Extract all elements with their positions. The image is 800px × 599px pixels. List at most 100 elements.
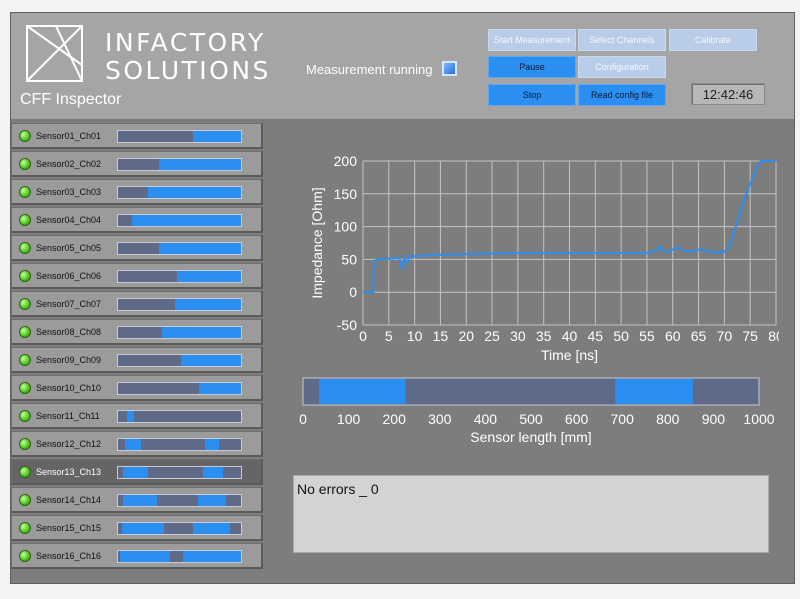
y-tick-label: 100	[334, 219, 358, 235]
start-measurement-button[interactable]: Start Measurement	[488, 29, 576, 51]
sensor-coverage-segment	[158, 159, 241, 170]
status-led-icon	[19, 438, 31, 450]
pause-button[interactable]: Pause	[488, 56, 576, 78]
sensor-row[interactable]: Sensor01_Ch01	[11, 123, 263, 149]
sensor-row[interactable]: Sensor16_Ch16	[11, 543, 263, 569]
error-message-box: No errors _ 0	[293, 475, 769, 553]
brand-name: INFACTORY SOLUTIONS	[105, 29, 271, 85]
sensor-row[interactable]: Sensor09_Ch09	[11, 347, 263, 373]
sensor-label: Sensor07_Ch07	[36, 299, 102, 309]
sensor-label: Sensor08_Ch08	[36, 327, 102, 337]
sensor-label: Sensor16_Ch16	[36, 551, 102, 561]
sensor-length-chart: 0 100 200 300 400 500 600 700 800 900 1000 Sensor l…	[299, 377, 775, 445]
brand-line-2: SOLUTIONS	[105, 56, 271, 85]
sensor-row[interactable]: Sensor02_Ch02	[11, 151, 263, 177]
sensor-row[interactable]: Sensor03_Ch03	[11, 179, 263, 205]
sensor-coverage-segment	[180, 355, 241, 366]
sensor-row[interactable]: Sensor14_Ch14	[11, 487, 263, 513]
sensor-row[interactable]: Sensor07_Ch07	[11, 291, 263, 317]
sensor-coverage-segment	[122, 495, 158, 506]
sensor-row[interactable]: Sensor11_Ch11	[11, 403, 263, 429]
sensor-coverage-bar	[117, 382, 242, 395]
impedance-chart: 05101520253035404550556065707580-5005010…	[309, 153, 779, 363]
clock-display: 12:42:46	[691, 83, 765, 105]
x-axis-label: Time [ns]	[541, 347, 598, 363]
sensor-label: Sensor01_Ch01	[36, 131, 102, 141]
x-tick-label: 40	[562, 328, 578, 344]
sensor-coverage-segment	[122, 467, 148, 478]
length-tick-label: 800	[656, 411, 680, 427]
measurement-running-indicator	[442, 61, 457, 76]
header-bar: INFACTORY SOLUTIONS CFF Inspector Measur…	[11, 13, 794, 121]
sensor-row[interactable]: Sensor10_Ch10	[11, 375, 263, 401]
sensor-row[interactable]: Sensor06_Ch06	[11, 263, 263, 289]
sensor-row[interactable]: Sensor05_Ch05	[11, 235, 263, 261]
sensor-row[interactable]: Sensor15_Ch15	[11, 515, 263, 541]
status-led-icon	[19, 242, 31, 254]
sensor-coverage-bar	[117, 130, 242, 143]
status-led-icon	[19, 326, 31, 338]
length-tick-label: 600	[565, 411, 589, 427]
x-tick-label: 60	[665, 328, 681, 344]
length-tick-label: 700	[611, 411, 635, 427]
sensor-coverage-bar	[117, 466, 242, 479]
x-tick-label: 45	[588, 328, 604, 344]
x-tick-label: 35	[536, 328, 552, 344]
sensor-label: Sensor04_Ch04	[36, 215, 102, 225]
sensor-coverage-segment	[147, 187, 241, 198]
length-tick-label: 0	[299, 411, 307, 427]
sensor-length-segment	[615, 379, 693, 404]
read-config-file-button[interactable]: Read config file	[578, 84, 666, 106]
stop-button[interactable]: Stop	[488, 84, 576, 106]
length-tick-label: 100	[337, 411, 361, 427]
impedance-series-line	[363, 160, 776, 294]
sensor-coverage-segment	[205, 439, 219, 450]
sensor-coverage-segment	[162, 327, 241, 338]
sensor-coverage-bar	[117, 494, 242, 507]
length-tick-label: 300	[428, 411, 452, 427]
sensor-row[interactable]: Sensor12_Ch12	[11, 431, 263, 457]
sensor-coverage-segment	[121, 523, 164, 534]
sensor-coverage-bar	[117, 354, 242, 367]
sensor-coverage-bar	[117, 522, 242, 535]
sensor-label: Sensor15_Ch15	[36, 523, 102, 533]
sensor-coverage-bar	[117, 242, 242, 255]
status-led-icon	[19, 186, 31, 198]
sensor-coverage-segment	[193, 523, 230, 534]
length-tick-label: 900	[702, 411, 726, 427]
status-led-icon	[19, 494, 31, 506]
configuration-button[interactable]: Configuration	[578, 56, 666, 78]
sensor-label: Sensor06_Ch06	[36, 271, 102, 281]
length-tick-label: 500	[519, 411, 543, 427]
x-tick-label: 15	[433, 328, 449, 344]
x-tick-label: 65	[691, 328, 707, 344]
length-tick-label: 200	[383, 411, 407, 427]
measurement-running-label: Measurement running	[306, 62, 433, 77]
sensor-row[interactable]: Sensor08_Ch08	[11, 319, 263, 345]
sensor-label: Sensor03_Ch03	[36, 187, 102, 197]
x-tick-label: 30	[510, 328, 526, 344]
sensor-coverage-bar	[117, 158, 242, 171]
sensor-length-segment	[318, 379, 406, 404]
length-tick-label: 400	[474, 411, 498, 427]
x-tick-label: 50	[613, 328, 629, 344]
status-led-icon	[19, 466, 31, 478]
sensor-label: Sensor09_Ch09	[36, 355, 102, 365]
select-channels-button[interactable]: Select Channels	[578, 29, 666, 51]
sensor-coverage-segment	[177, 271, 241, 282]
y-tick-label: 50	[341, 251, 357, 267]
sensor-coverage-segment	[183, 551, 241, 562]
x-tick-label: 25	[484, 328, 500, 344]
sensor-coverage-bar	[117, 326, 242, 339]
sensor-row[interactable]: Sensor04_Ch04	[11, 207, 263, 233]
logo-mark-icon	[26, 25, 83, 82]
sensor-coverage-segment	[193, 131, 241, 142]
error-message-text: No errors _ 0	[297, 481, 379, 497]
sensor-label: Sensor05_Ch05	[36, 243, 102, 253]
sensor-row[interactable]: Sensor13_Ch13	[11, 459, 263, 485]
calibrate-button[interactable]: Calibrate	[669, 29, 757, 51]
sensor-coverage-bar	[117, 214, 242, 227]
y-tick-label: 0	[349, 284, 357, 300]
sensor-label: Sensor12_Ch12	[36, 439, 102, 449]
x-tick-label: 5	[385, 328, 393, 344]
